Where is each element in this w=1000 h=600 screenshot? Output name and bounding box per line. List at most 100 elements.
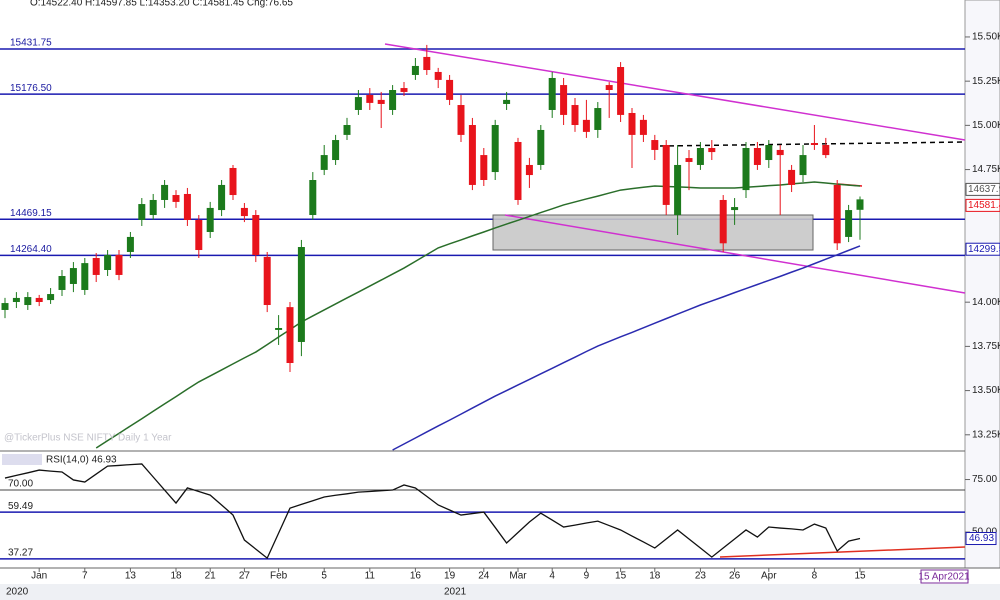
candle-body xyxy=(810,143,818,145)
x-tick-label: 8 xyxy=(812,571,818,582)
x-tick-label: 16 xyxy=(410,571,422,582)
x-tick-label: Mar xyxy=(509,571,527,582)
candle-body xyxy=(514,141,522,200)
candle-body xyxy=(639,119,647,135)
candle-body xyxy=(434,71,442,80)
candle-body xyxy=(662,144,670,205)
candle-body xyxy=(149,199,157,216)
candle-body xyxy=(856,199,864,210)
candle-body xyxy=(161,184,169,200)
candle-body xyxy=(195,219,203,251)
moving-average xyxy=(95,181,861,449)
rsi-tag: 46.93 xyxy=(969,533,994,544)
level-label: 70.00 xyxy=(8,479,33,490)
candle-body xyxy=(183,193,191,220)
candle-body xyxy=(297,247,305,342)
candle-body xyxy=(719,199,727,244)
date-tag: 15 Apr2021 xyxy=(918,572,970,583)
level-label: 37.27 xyxy=(8,547,33,558)
candle-body xyxy=(742,147,750,191)
candle-body xyxy=(696,147,704,165)
level-label: 15176.50 xyxy=(10,83,52,94)
candle-body xyxy=(833,184,841,244)
candle-body xyxy=(332,140,340,161)
candle-body xyxy=(389,90,397,110)
y-tick-label: 14.75K xyxy=(972,164,1000,175)
candle-body xyxy=(240,207,248,217)
candle-body xyxy=(309,180,317,216)
candle-body xyxy=(411,65,419,75)
candle-body xyxy=(571,105,579,126)
price-tag: 14299.5 xyxy=(968,244,1000,255)
candle-body xyxy=(1,303,9,310)
candle-body xyxy=(582,119,590,132)
x-tick-label: 26 xyxy=(729,571,741,582)
rsi-tag-box xyxy=(965,532,997,546)
candle-body xyxy=(651,140,659,150)
candle-body xyxy=(731,207,739,211)
x-tick-label: 5 xyxy=(321,571,327,582)
level-label: 15431.75 xyxy=(10,38,52,49)
year-strip xyxy=(0,584,1000,600)
candle-body xyxy=(822,144,830,156)
candle-body xyxy=(491,125,499,173)
trend-line xyxy=(384,43,966,141)
candle-body xyxy=(617,67,625,115)
x-tick-label: 13 xyxy=(125,571,137,582)
candle-body xyxy=(446,79,454,100)
candle-body xyxy=(765,144,773,161)
candle-body xyxy=(138,204,146,220)
candle-body xyxy=(468,125,476,185)
candle-body xyxy=(275,327,283,330)
price-tag: 14581.4 xyxy=(968,200,1000,211)
price-tag: 14637.9 xyxy=(968,184,1000,195)
candle-body xyxy=(799,155,807,176)
x-tick-label: Apr xyxy=(761,571,777,582)
candle-body xyxy=(12,297,20,303)
candle-body xyxy=(548,77,556,110)
rsi-trend-line xyxy=(719,546,966,558)
candle-body xyxy=(115,254,123,275)
x-tick-label: 19 xyxy=(444,571,456,582)
candle-body xyxy=(674,164,682,216)
candle-body xyxy=(525,164,533,176)
date-tag-box xyxy=(920,569,969,584)
candle-body xyxy=(423,56,431,71)
candle-body xyxy=(788,169,796,185)
candle-body xyxy=(594,108,602,130)
candle-body xyxy=(343,125,351,135)
candle-body xyxy=(354,97,362,110)
y-tick-label: 13.50K xyxy=(972,385,1000,396)
x-tick-label: 24 xyxy=(478,571,490,582)
candle-body xyxy=(320,155,328,170)
moving-average xyxy=(392,245,861,451)
candle-body xyxy=(172,195,180,202)
x-tick-label: 11 xyxy=(365,571,376,582)
watermark: @TickerPlus NSE NIFTY Daily 1 Year xyxy=(4,433,172,444)
candle-body xyxy=(24,297,32,306)
candle-body xyxy=(126,236,134,252)
year-label: 2020 xyxy=(6,587,29,598)
y-tick-label: 15.50K xyxy=(972,32,1000,43)
y-tick-label: 75.00 xyxy=(972,474,997,485)
candle-body xyxy=(35,297,43,303)
candle-body xyxy=(92,257,100,275)
x-tick-label: 15 xyxy=(854,571,866,582)
candle-body xyxy=(708,147,716,153)
x-tick-label: Feb xyxy=(270,571,288,582)
candle-body xyxy=(47,294,55,301)
y-tick-label: 13.75K xyxy=(972,341,1000,352)
candle-body xyxy=(400,88,408,92)
price-tag-box xyxy=(965,198,1000,212)
candle-body xyxy=(69,268,77,284)
candle-body xyxy=(263,256,271,306)
rsi-title: RSI(14,0) 46.93 xyxy=(46,455,117,466)
y-tick-label: 14.00K xyxy=(972,297,1000,308)
x-tick-label: 4 xyxy=(549,571,555,582)
candle-body xyxy=(218,184,226,211)
toolbar xyxy=(2,454,42,465)
x-tick-label: 18 xyxy=(649,571,661,582)
candle-body xyxy=(286,307,294,364)
rsi-line xyxy=(4,463,861,560)
